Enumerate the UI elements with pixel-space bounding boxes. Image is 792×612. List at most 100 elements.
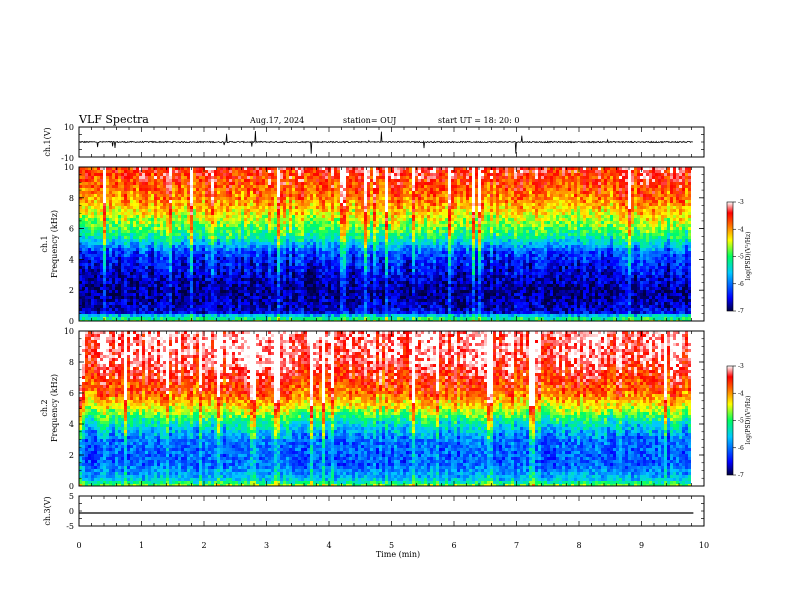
spectrogram-cell — [340, 269, 344, 273]
spectrogram-cell — [229, 239, 233, 243]
spectrogram-cell — [262, 203, 266, 207]
spectrogram-cell — [352, 302, 356, 306]
spectrogram-cell — [247, 173, 251, 177]
ch1-ytick-top: 10 — [64, 123, 74, 132]
spectrogram-cell — [298, 230, 302, 234]
spectrogram-cell — [142, 215, 146, 219]
spectrogram-cell — [124, 308, 128, 312]
spectrogram-cell — [172, 233, 176, 237]
spectrogram-cell — [322, 185, 326, 189]
spectrogram-cell — [355, 224, 359, 228]
spectrogram-cell — [319, 242, 323, 246]
spectrogram-cell — [220, 317, 224, 321]
spectrogram-cell — [145, 200, 149, 204]
spectrogram-cell — [142, 275, 146, 279]
spectrogram-cell — [244, 245, 248, 249]
spectrogram-cell — [187, 239, 191, 243]
spectrogram-cell — [91, 260, 95, 264]
spectrogram-cell — [163, 212, 167, 216]
spectrogram-cell — [292, 293, 296, 297]
spectrogram-cell — [115, 227, 119, 231]
spectrogram-cell — [241, 281, 245, 285]
spectrogram-cell — [163, 311, 167, 315]
spectrogram-cell — [94, 224, 98, 228]
spectrogram-cell — [256, 194, 260, 198]
spectrogram-cell — [127, 254, 131, 258]
spectrogram-cell — [340, 206, 344, 210]
spectrogram-cell — [157, 221, 161, 225]
spectrogram-cell — [124, 317, 128, 321]
spectrogram-cell — [109, 197, 113, 201]
spectrogram-cell — [109, 293, 113, 297]
spectrogram-cell — [154, 227, 158, 231]
spectrogram-cell — [286, 299, 290, 303]
spectrogram-cell — [280, 176, 284, 180]
spectrogram-cell — [175, 221, 179, 225]
spectrogram-cell — [259, 302, 263, 306]
spectrogram-cell — [244, 290, 248, 294]
spectrogram-cell — [184, 254, 188, 258]
spectrogram-cell — [106, 236, 110, 240]
spectrogram-cell — [328, 239, 332, 243]
spectrogram-cell — [124, 182, 128, 186]
spectrogram-cell — [127, 308, 131, 312]
spectrogram-cell — [202, 236, 206, 240]
spectrogram-cell — [304, 170, 308, 174]
spectrogram-cell — [337, 203, 341, 207]
spectrogram-cell — [97, 179, 101, 183]
spectrogram-cell — [214, 227, 218, 231]
spectrogram-cell — [361, 212, 365, 216]
spectrogram-cell — [286, 305, 290, 309]
spectrogram-cell — [193, 263, 197, 267]
spectrogram-cell — [301, 218, 305, 222]
spectrogram-cell — [280, 248, 284, 252]
spectrogram-cell — [139, 200, 143, 204]
spectrogram-cell — [172, 275, 176, 279]
spectrogram-cell — [166, 185, 170, 189]
spectrogram-cell — [115, 263, 119, 267]
spectrogram-cell — [268, 221, 272, 225]
spectrogram-cell — [217, 287, 221, 291]
spectrogram-cell — [118, 188, 122, 192]
spectrogram-cell — [304, 233, 308, 237]
spectrogram-cell — [187, 173, 191, 177]
spectrogram-cell — [313, 257, 317, 261]
spectrogram-cell — [226, 176, 230, 180]
spectrogram-cell — [154, 287, 158, 291]
spectrogram-cell — [205, 233, 209, 237]
spectrogram-cell — [223, 293, 227, 297]
spectrogram-cell — [115, 293, 119, 297]
spectrogram-cell — [184, 212, 188, 216]
spectrogram-cell — [115, 236, 119, 240]
spectrogram-cell — [79, 311, 83, 315]
spectrogram-cell — [193, 227, 197, 231]
spectrogram-cell — [190, 224, 194, 228]
spectrogram-cell — [250, 308, 254, 312]
spectrogram-cell — [307, 215, 311, 219]
spectrogram-cell — [121, 206, 125, 210]
spectrogram-cell — [349, 317, 353, 321]
spectrogram-cell — [250, 311, 254, 315]
spectrogram-cell — [304, 317, 308, 321]
spectrogram-cell — [199, 194, 203, 198]
spectrogram-cell — [271, 203, 275, 207]
spectrogram-cell — [271, 215, 275, 219]
spectrogram-cell — [235, 257, 239, 261]
spectrogram-cell — [175, 254, 179, 258]
spectrogram-cell — [295, 191, 299, 195]
spectrogram-cell — [355, 227, 359, 231]
spectrogram-cell — [91, 230, 95, 234]
spectrogram-cell — [334, 254, 338, 258]
spectrogram-cell — [97, 173, 101, 177]
spectrogram-cell — [280, 314, 284, 318]
spectrogram-cell — [145, 203, 149, 207]
spectrogram-cell — [334, 236, 338, 240]
spectrogram-cell — [235, 230, 239, 234]
spectrogram-cell — [169, 287, 173, 291]
spectrogram-cell — [184, 224, 188, 228]
spectrogram-cell — [361, 284, 365, 288]
spectrogram-cell — [346, 179, 350, 183]
spectrogram-cell — [256, 287, 260, 291]
spectrogram-cell — [331, 314, 335, 318]
spectrogram-cell — [331, 230, 335, 234]
